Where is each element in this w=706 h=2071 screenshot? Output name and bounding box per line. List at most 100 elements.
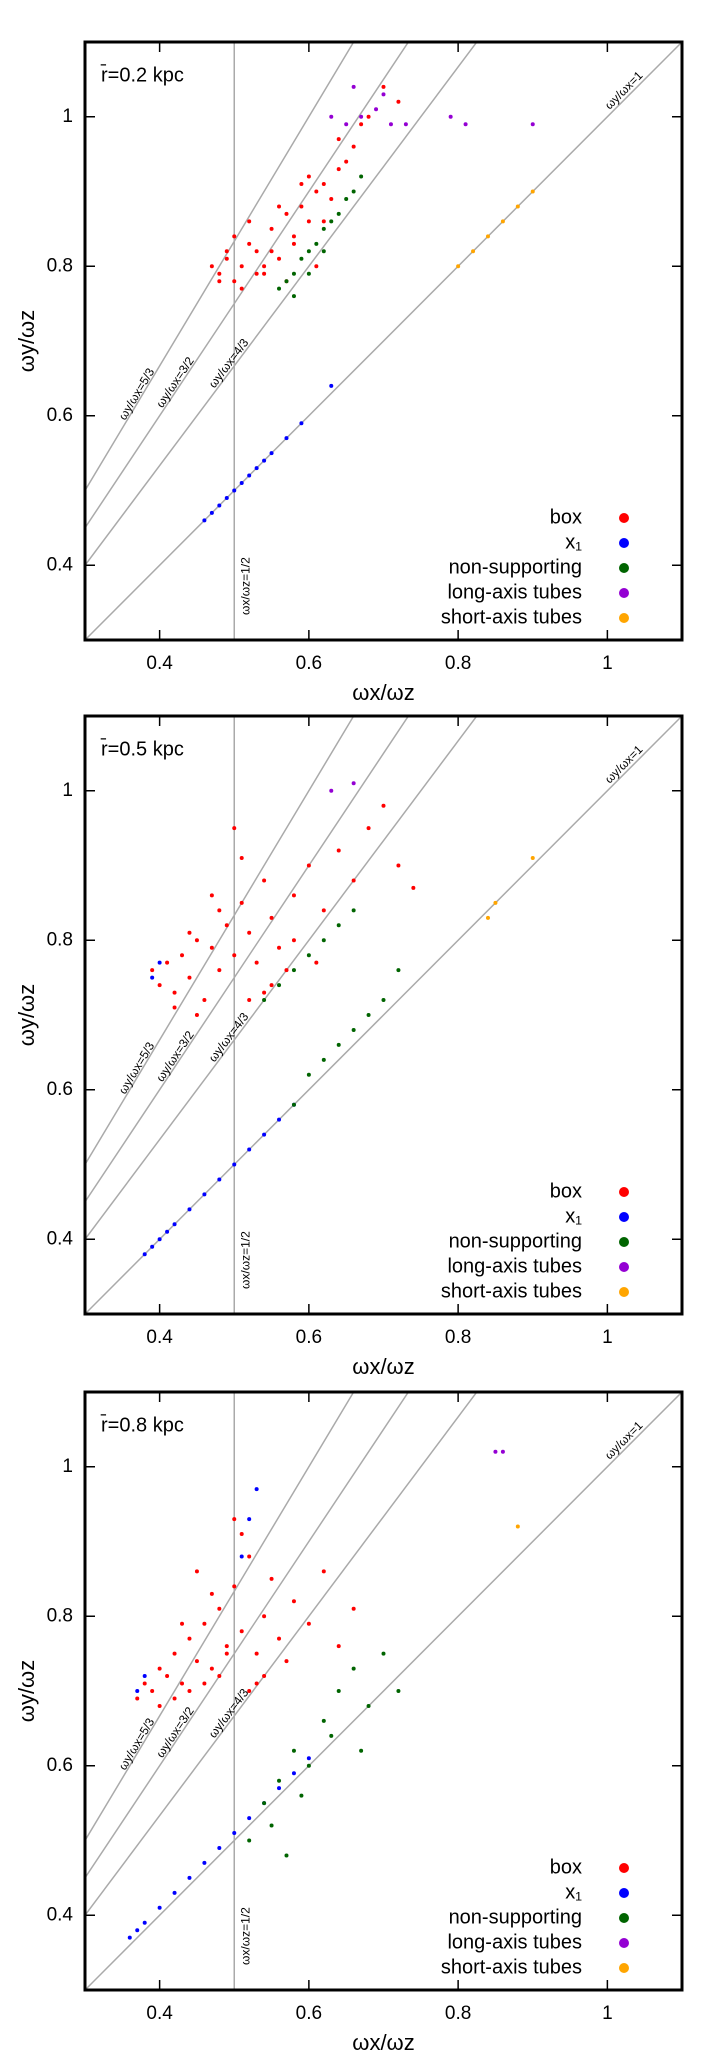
point [262,1132,267,1137]
point [180,1621,185,1626]
point [157,1703,162,1708]
point [359,1748,364,1753]
point [142,1674,147,1679]
point [202,1681,207,1686]
point [150,975,155,980]
point [180,1681,185,1686]
legend-marker [619,1262,629,1272]
point [247,1689,252,1693]
point [224,249,229,254]
y-tick-label: 1 [62,780,73,801]
point [277,983,282,988]
point [321,182,326,187]
point [172,1005,177,1010]
legend-marker [619,1963,629,1973]
legend-marker [619,1212,629,1222]
panel: ωy/ωx=5/3ωy/ωx=3/2 ωy/ωx=4/3 ωy/ωx=1 ωx/ωz=… [14,714,684,1379]
point [336,1689,341,1693]
x-axis-label: ωx/ωz [352,1354,414,1379]
point [224,923,229,928]
y-tick-label: 0.8 [47,1605,73,1626]
point [277,945,282,950]
x-axis-label: ωx/ωz [352,2030,414,2055]
x-tick-label: 1 [602,2003,613,2024]
point [366,826,371,831]
point [247,241,252,246]
point [262,878,267,883]
point [344,159,349,164]
reference-label: ωy/ωx=4/3 [206,1010,252,1065]
point [291,893,296,898]
point [500,219,505,224]
point [150,968,155,973]
point [291,1599,296,1604]
point [180,953,185,958]
point [306,249,311,254]
point [381,84,386,89]
point [232,234,237,239]
x-tick-label: 0.8 [445,653,471,674]
point [284,436,289,441]
point [306,174,311,179]
point [471,249,476,254]
point [254,1681,259,1686]
point [217,908,222,913]
legend-label: x₁ [565,531,582,553]
point [187,930,192,935]
reference-label: ωy/ωx=1 [602,68,646,112]
point [381,998,386,1003]
point [396,1689,401,1693]
point [187,1875,192,1880]
point [530,122,535,127]
legend-marker [619,1187,629,1197]
point [284,1659,289,1664]
point [530,189,535,194]
point [262,458,267,463]
point [239,264,244,269]
plot-frame [83,714,684,1316]
point [284,279,289,284]
legend-label: short-axis tubes [441,606,582,628]
legend-label: x₁ [565,1881,582,1903]
reference-line [85,716,682,1314]
point [351,908,356,913]
point [262,990,267,995]
point [254,1651,259,1656]
point [232,1831,237,1836]
point [314,241,319,246]
x-tick-label: 0.8 [445,1327,471,1348]
point [336,848,341,853]
point [463,122,468,127]
point [142,1681,147,1686]
point [321,219,326,224]
point [135,1696,140,1701]
point [456,264,461,269]
point [299,182,304,187]
point [336,1644,341,1649]
y-tick-label: 0.8 [47,929,73,950]
point [247,473,252,478]
point [530,856,535,861]
point [209,945,214,950]
point [381,803,386,808]
point [187,975,192,980]
point [254,466,259,471]
point [321,1057,326,1062]
reference-line [85,42,682,640]
point [291,294,296,299]
point [239,856,244,861]
point [217,279,222,284]
point [232,1162,237,1167]
point [284,968,289,973]
point [359,174,364,179]
reference-label: ωy/ωx=4/3 [206,336,252,391]
point [306,953,311,958]
point [269,249,274,254]
point [269,1576,274,1581]
point [515,1524,520,1529]
point [217,1177,222,1182]
point [299,256,304,261]
reference-line [85,716,355,1165]
point [202,518,207,523]
point [269,226,274,231]
